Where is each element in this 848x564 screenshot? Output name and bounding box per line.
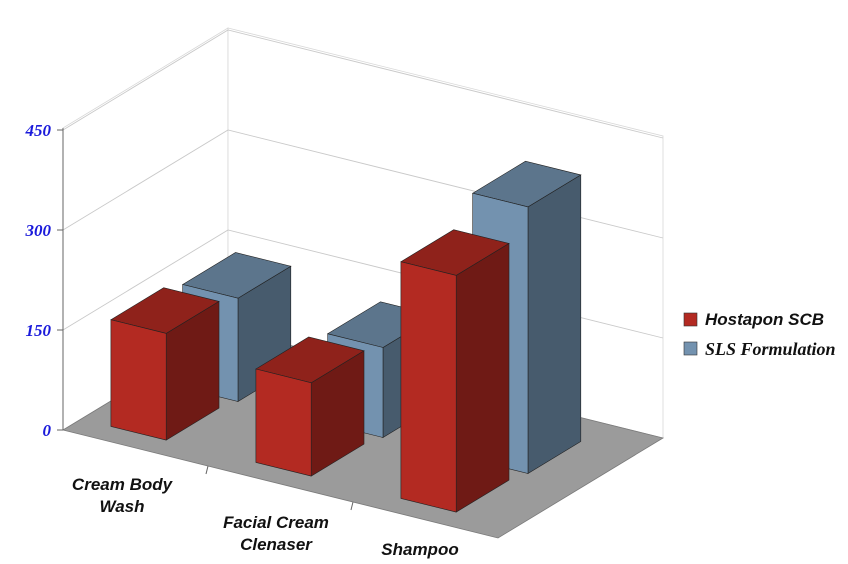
legend-item-sls-formulation: SLS Formulation [683, 339, 836, 359]
legend-swatch-sls-formulation [683, 341, 698, 356]
x-category-line: Shampoo [381, 540, 458, 559]
x-tick-mark-2 [350, 501, 354, 511]
bar-hostapon-scb-cream-body-wash-front [110, 319, 167, 441]
legend-label-hostapon-scb: Hostapon SCB [705, 310, 824, 329]
bar-hostapon-scb-shampoo [400, 229, 510, 513]
y-tick-label-450: 450 [25, 121, 52, 140]
x-category-line: Facial Cream [223, 513, 329, 532]
y-tick-label-0: 0 [43, 421, 52, 440]
bars [110, 160, 582, 513]
x-category-line: Wash [99, 497, 144, 516]
x-tick-mark-1 [205, 465, 209, 475]
legend-item-hostapon-scb: Hostapon SCB [683, 310, 824, 329]
bar-hostapon-scb-facial-cream-clenaser [255, 336, 365, 477]
bar-hostapon-scb-shampoo-front [400, 261, 457, 513]
y-tick-label-300: 300 [25, 221, 52, 240]
gridline-450 [62, 29, 664, 139]
bar-hostapon-scb-shampoo-side [455, 242, 510, 513]
legend-label-sls-formulation: SLS Formulation [705, 339, 836, 359]
x-category-line: Cream Body [72, 475, 174, 494]
x-category-label-facial-cream-clenaser: Facial Cream Clenaser [223, 513, 329, 554]
x-axis-category-labels: Cream Body Wash Facial Cream Clenaser Shampo… [72, 475, 459, 559]
legend: Hostapon SCB SLS Formulation [683, 310, 836, 359]
x-category-line: Clenaser [240, 535, 313, 554]
bar-hostapon-scb-cream-body-wash [110, 287, 220, 441]
x-category-label-shampoo: Shampoo [381, 540, 458, 559]
bar-hostapon-scb-facial-cream-clenaser-front [255, 368, 312, 477]
x-category-label-cream-body-wash: Cream Body Wash [72, 475, 174, 516]
y-tick-label-150: 150 [26, 321, 52, 340]
legend-swatch-hostapon-scb [683, 312, 698, 327]
bar-sls-formulation-shampoo-side [527, 174, 582, 475]
y-axis-tick-labels: 0 150 300 450 [25, 121, 52, 440]
axes [57, 128, 354, 511]
